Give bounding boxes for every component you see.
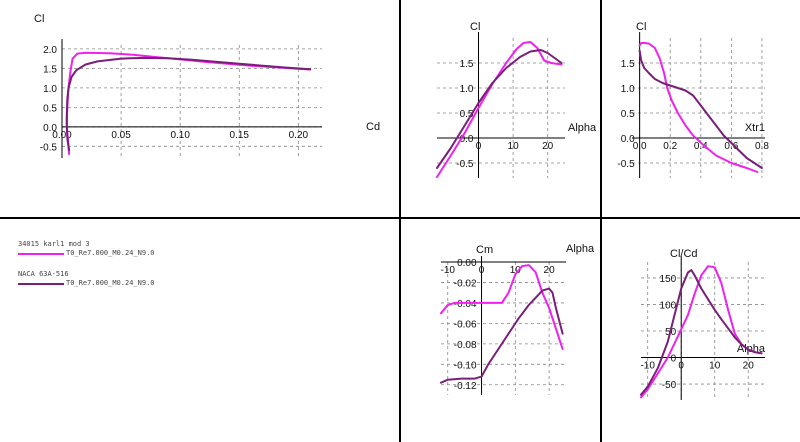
- cm_alpha-series-2: [440, 287, 564, 384]
- cm_alpha-xtick-label: -10: [441, 265, 456, 276]
- cm_alpha-ytick-label: 0.00: [457, 258, 477, 269]
- clcd_alpha-series-2: [640, 269, 763, 396]
- clcd_alpha-series-1: [640, 265, 763, 399]
- cm_alpha-ytick-label: -0.08: [454, 340, 477, 351]
- polar-xlabel: Cd: [366, 121, 380, 133]
- cm_alpha-ytick-label: -0.06: [454, 319, 477, 330]
- clcd_alpha-xtick-label: 20: [743, 361, 755, 372]
- cm_alpha-ylabel: Cm: [476, 244, 493, 256]
- polar-series-2: [65, 56, 312, 152]
- cl_alpha-ylabel: Cl: [470, 21, 480, 33]
- clcd_alpha-xtick-label: 0: [678, 361, 684, 372]
- clcd_alpha-xtick-label: 10: [709, 361, 721, 372]
- clcd_alpha-ytick-label: 150: [660, 274, 677, 285]
- cl_alpha-ytick-label: -0.5: [456, 159, 474, 170]
- polar-ytick-label: 2.0: [43, 45, 57, 56]
- polar-ytick-label: 1.0: [43, 84, 57, 95]
- cm_alpha-series-1: [440, 264, 564, 350]
- cl_xtr-series-1: [638, 42, 759, 173]
- cm_alpha-ytick-label: -0.10: [454, 360, 477, 371]
- cm_alpha-xtick-label: 20: [544, 265, 556, 276]
- cl_xtr-series-2: [638, 49, 763, 169]
- cm_alpha-xtick-label: 0: [479, 265, 485, 276]
- polar-xtick-label: 0.15: [230, 130, 250, 141]
- polar-ytick-label: 0.5: [43, 103, 57, 114]
- cl_alpha-xtick-label: 10: [508, 141, 520, 152]
- cl_alpha-xlabel: Alpha: [568, 122, 597, 134]
- cm_alpha-ytick-label: -0.12: [454, 381, 477, 392]
- cl_xtr-xtick-label: 0.8: [755, 141, 769, 152]
- legend-polar-label: T0_Re7.000_M0.24_N9.0: [66, 279, 155, 287]
- cl_xtr-ytick-label: 1.0: [621, 84, 635, 95]
- cm_alpha-ytick-label: -0.04: [454, 299, 477, 310]
- cl_alpha-series-2: [436, 49, 563, 169]
- clcd_alpha-ytick-label: -50: [662, 380, 677, 391]
- legend-polar-label: T0_Re7.000_M0.24_N9.0: [66, 249, 155, 257]
- cl_xtr-xlabel: Xtr1: [745, 122, 765, 134]
- legend-foil-name: NACA 63A-516: [18, 270, 69, 278]
- cl_alpha-ytick-label: 1.5: [460, 59, 474, 70]
- cm_alpha-ytick-label: -0.02: [454, 278, 477, 289]
- divider-vertical-2: [600, 0, 602, 442]
- cl_xtr-ylabel: Cl: [636, 21, 646, 33]
- polar-ytick-label: -0.5: [40, 142, 58, 153]
- polar-ytick-label: 0.0: [43, 123, 57, 134]
- cl_xtr-xtick-label: 0.6: [724, 141, 738, 152]
- cl_xtr-xtick-label: 0.0: [633, 141, 647, 152]
- cl_xtr-xtick-label: 0.4: [694, 141, 708, 152]
- cl_alpha-xtick-label: 20: [542, 141, 554, 152]
- cm_alpha-xtick-label: 10: [510, 265, 522, 276]
- cm_alpha-xlabel: Alpha: [566, 243, 595, 255]
- clcd_alpha-ylabel: Cl/Cd: [670, 248, 698, 260]
- clcd_alpha-ytick-label: 0: [671, 354, 677, 365]
- cl_xtr-ytick-label: -0.5: [617, 159, 635, 170]
- cl_alpha-ytick-label: 0.0: [460, 134, 474, 145]
- cl_alpha-xtick-label: 0: [476, 141, 482, 152]
- cl_xtr-ytick-label: 1.5: [621, 59, 635, 70]
- legend-foil-name: 34015 karl1 mod 3: [18, 240, 90, 248]
- legend-swatch: [18, 253, 64, 255]
- cl_alpha-ytick-label: 0.5: [460, 109, 474, 120]
- polar-ytick-label: 1.5: [43, 64, 57, 75]
- polar-xtick-label: 0.00: [52, 130, 72, 141]
- clcd_alpha-ytick-label: 100: [660, 300, 677, 311]
- clcd_alpha-xtick-label: -10: [640, 361, 655, 372]
- cl_alpha-series-1: [436, 41, 563, 178]
- cl_alpha-ytick-label: 1.0: [460, 84, 474, 95]
- divider-vertical-1: [399, 0, 401, 442]
- polar-ylabel: Cl: [34, 13, 44, 25]
- cl_xtr-xtick-label: 0.2: [663, 141, 677, 152]
- legend-swatch: [18, 283, 64, 285]
- polar-xtick-label: 0.10: [170, 130, 190, 141]
- polar-xtick-label: 0.20: [289, 130, 309, 141]
- cl_xtr-ytick-label: 0.0: [621, 134, 635, 145]
- polar-xtick-label: 0.05: [111, 130, 131, 141]
- cl_xtr-ytick-label: 0.5: [621, 109, 635, 120]
